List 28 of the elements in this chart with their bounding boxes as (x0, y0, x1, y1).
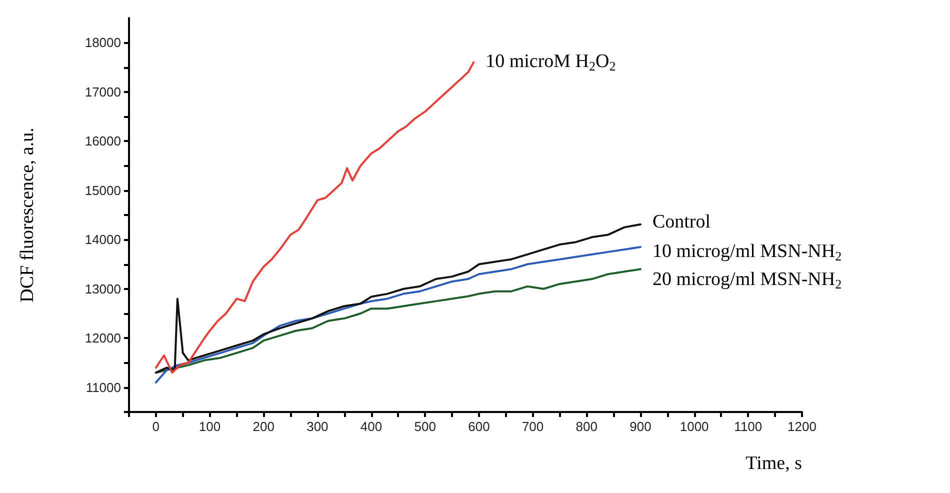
x-axis-title: Time, s (746, 453, 802, 474)
x-tick-label: 700 (522, 419, 544, 434)
y-tick-label: 18000 (84, 35, 121, 50)
x-tick-label: 1000 (680, 419, 709, 434)
y-tick-label: 16000 (84, 134, 121, 149)
x-tick-label: 300 (306, 419, 328, 434)
y-tick-label: 15000 (84, 182, 121, 198)
y-axis-title: DCF fluorescence, a.u. (17, 128, 38, 302)
y-tick-label: 12000 (84, 330, 121, 346)
x-tick-label: 600 (468, 419, 490, 434)
x-tick-label: 1200 (788, 419, 816, 434)
x-tick-label: 0 (152, 419, 160, 434)
x-tick-label: 100 (198, 419, 221, 434)
y-tick-label: 14000 (84, 232, 121, 248)
y-tick-label: 13000 (84, 281, 121, 296)
x-tick-label: 900 (630, 419, 652, 434)
line-series (154, 223, 642, 374)
y-tick-label: 11000 (86, 380, 121, 395)
x-tick-label: 400 (360, 419, 382, 434)
line-series (154, 61, 475, 374)
y-tick-label: 17000 (84, 84, 121, 100)
x-tick-label: 500 (414, 419, 436, 434)
line-series (154, 268, 642, 374)
x-tick-label: 1100 (734, 419, 762, 434)
x-tick-label: 800 (576, 419, 598, 434)
x-tick-label: 200 (252, 419, 274, 434)
series-label: Control (652, 211, 711, 232)
line-series (154, 246, 642, 384)
